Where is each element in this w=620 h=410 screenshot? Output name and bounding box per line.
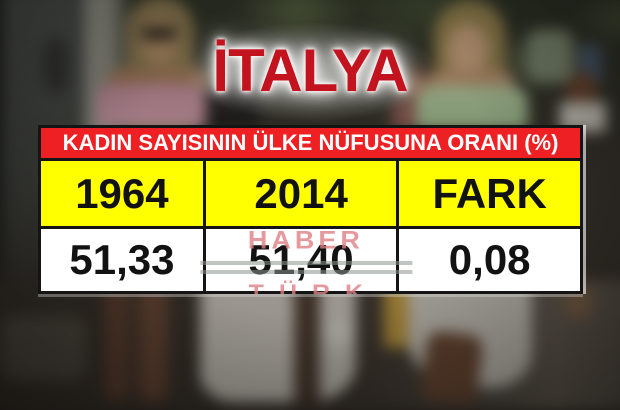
woman-pink-top — [96, 84, 206, 128]
year-cell-1964: 1964 — [41, 161, 203, 226]
legs-left — [104, 282, 130, 402]
title-glow — [185, 22, 440, 122]
sky-gap — [528, 30, 572, 82]
stats-table: KADIN SAYISININ ÜLKE NÜFUSUNA ORANI (%) … — [38, 125, 583, 294]
country-title: İTALYA — [212, 37, 408, 104]
pavement-light-patch — [2, 316, 86, 380]
year-cell-2014: 2014 — [205, 161, 397, 226]
dark-left-edge — [0, 0, 4, 348]
value-cell-diff: 0,08 — [399, 229, 580, 291]
table-header: KADIN SAYISININ ÜLKE NÜFUSUNA ORANI (%) — [41, 128, 580, 158]
woman-green-face — [448, 24, 488, 76]
value-cell-1964: 51,33 — [41, 229, 203, 291]
wall-mark — [43, 38, 69, 93]
white-shoes — [324, 320, 354, 348]
diff-header-cell: FARK — [399, 161, 580, 226]
woman-pink-face — [140, 18, 178, 66]
legs-left-2 — [138, 282, 168, 402]
value-cell-2014: 51,40 — [205, 229, 397, 291]
legs-center — [294, 282, 320, 402]
woman-pink-sunglasses — [142, 28, 176, 39]
woman-green-top — [416, 86, 528, 130]
